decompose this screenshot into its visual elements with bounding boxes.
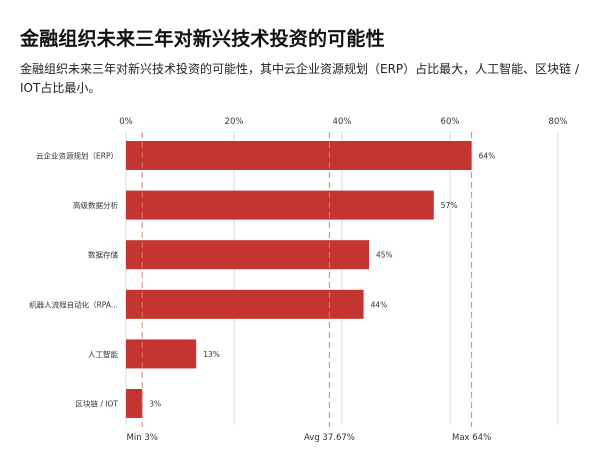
bar [126, 289, 364, 319]
category-label: 数据存储 [88, 250, 118, 260]
x-tick-label: 60% [441, 117, 460, 127]
bar [126, 141, 472, 170]
value-label: 44% [371, 300, 388, 309]
category-label: 区块链 / IOT [76, 399, 119, 409]
x-tick-label: 20% [225, 117, 244, 127]
reference-line-label: Min 3% [127, 433, 158, 443]
chart-title: 金融组织未来三年对新兴技术投资的可能性 [20, 28, 385, 50]
category-label: 云企业资源规划（ERP） [36, 151, 118, 161]
x-tick-label: 0% [119, 117, 133, 127]
value-label: 3% [149, 400, 161, 409]
bar [126, 190, 434, 220]
bar [126, 389, 143, 418]
bar [126, 240, 369, 270]
value-label: 57% [441, 201, 458, 210]
reference-line-label: Avg 37.67% [304, 433, 355, 443]
value-label: 64% [479, 152, 496, 161]
category-label: 人工智能 [88, 349, 118, 359]
value-label: 13% [203, 350, 220, 359]
x-tick-label: 40% [333, 117, 352, 127]
category-label: 机器人流程自动化（RPA... [29, 299, 118, 309]
value-label: 45% [376, 251, 393, 260]
bar [126, 339, 197, 369]
chart-subtitle: 金融组织未来三年对新兴技术投资的可能性，其中云企业资源规划（ERP）占比最大，人… [20, 62, 580, 95]
reference-line-label: Max 64% [452, 433, 491, 443]
category-label: 高级数据分析 [73, 200, 118, 210]
x-tick-label: 80% [549, 117, 568, 127]
